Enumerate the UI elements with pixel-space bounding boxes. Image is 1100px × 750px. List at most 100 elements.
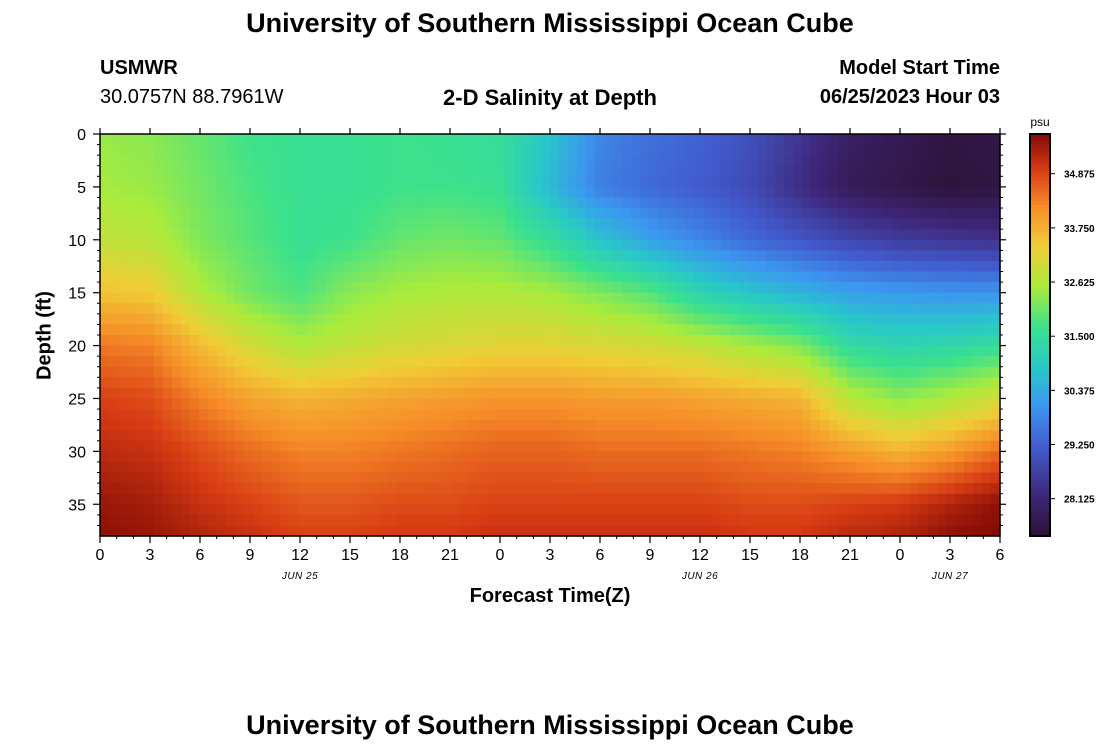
heatmap-cell — [766, 313, 776, 326]
heatmap-cell — [685, 260, 695, 273]
heatmap-cell — [730, 377, 740, 389]
heatmap-cell — [811, 483, 821, 495]
heatmap-cell — [145, 134, 155, 146]
heatmap-cell — [397, 208, 407, 220]
heatmap-cell — [586, 419, 596, 431]
heatmap-cell — [244, 335, 254, 347]
heatmap-cell — [946, 292, 956, 304]
heatmap-cell — [802, 409, 812, 421]
heatmap-cell — [154, 144, 164, 156]
heatmap-cell — [379, 176, 389, 188]
heatmap-cell — [712, 377, 722, 389]
heatmap-cell — [127, 239, 137, 251]
heatmap-cell — [370, 165, 380, 177]
heatmap-cell — [163, 398, 173, 410]
heatmap-cell — [793, 419, 803, 431]
heatmap-cell — [622, 144, 632, 156]
heatmap-cell — [361, 197, 371, 209]
heatmap-cell — [559, 356, 569, 368]
heatmap-cell — [919, 144, 929, 156]
heatmap-cell — [514, 313, 524, 326]
heatmap-cell — [145, 387, 155, 400]
colorbar-segment — [1030, 251, 1050, 256]
heatmap-cell — [586, 324, 596, 336]
heatmap-cell — [856, 430, 866, 442]
heatmap-cell — [847, 155, 857, 167]
heatmap-cell — [190, 218, 200, 230]
heatmap-cell — [604, 440, 614, 452]
heatmap-cell — [721, 155, 731, 167]
heatmap-cell — [262, 250, 272, 262]
colorbar-segment — [1030, 402, 1050, 406]
heatmap-cell — [604, 356, 614, 368]
heatmap-cell — [613, 472, 623, 484]
heatmap-cell — [865, 472, 875, 484]
heatmap-cell — [766, 451, 776, 463]
heatmap-cell — [199, 208, 209, 220]
heatmap-cell — [226, 208, 236, 220]
heatmap-cell — [496, 483, 506, 495]
heatmap-cell — [820, 208, 830, 220]
heatmap-cell — [505, 313, 515, 326]
heatmap-cell — [163, 250, 173, 262]
heatmap-cell — [370, 419, 380, 431]
heatmap-cell — [667, 144, 677, 156]
heatmap-cell — [982, 271, 992, 283]
heatmap-cell — [307, 514, 317, 527]
heatmap-cell — [154, 186, 164, 199]
heatmap-cell — [739, 218, 749, 230]
heatmap-cell — [118, 514, 128, 527]
heatmap-cell — [127, 335, 137, 347]
heatmap-cell — [424, 514, 434, 527]
heatmap-cell — [280, 409, 290, 421]
heatmap-cell — [784, 493, 794, 505]
heatmap-cell — [208, 218, 218, 230]
heatmap-cell — [793, 366, 803, 378]
heatmap-cell — [568, 504, 578, 516]
heatmap-cell — [352, 419, 362, 431]
heatmap-cell — [829, 303, 839, 315]
heatmap-cell — [973, 229, 983, 241]
heatmap-cell — [487, 335, 497, 347]
heatmap-cell — [541, 134, 551, 146]
heatmap-cell — [397, 483, 407, 495]
heatmap-cell — [496, 461, 506, 474]
heatmap-cell — [514, 250, 524, 262]
heatmap-cell — [298, 366, 308, 378]
heatmap-cell — [784, 377, 794, 389]
heatmap-cell — [955, 461, 965, 474]
heatmap-cell — [901, 525, 911, 537]
heatmap-cell — [766, 260, 776, 273]
heatmap-cell — [442, 472, 452, 484]
heatmap-cell — [910, 218, 920, 230]
heatmap-cell — [694, 292, 704, 304]
heatmap-cell — [658, 461, 668, 474]
heatmap-cell — [352, 313, 362, 326]
heatmap-cell — [109, 176, 119, 188]
heatmap-cell — [955, 197, 965, 209]
heatmap-cell — [226, 239, 236, 251]
heatmap-cell — [919, 387, 929, 400]
heatmap-cell — [370, 271, 380, 283]
heatmap-cell — [658, 472, 668, 484]
heatmap-cell — [613, 461, 623, 474]
heatmap-cell — [190, 504, 200, 516]
heatmap-cell — [721, 356, 731, 368]
heatmap-cell — [748, 134, 758, 146]
heatmap-cell — [136, 313, 146, 326]
heatmap-cell — [307, 525, 317, 537]
heatmap-cell — [703, 144, 713, 156]
heatmap-cell — [532, 472, 542, 484]
heatmap-cell — [811, 165, 821, 177]
heatmap-cell — [730, 335, 740, 347]
heatmap-cell — [820, 197, 830, 209]
heatmap-cell — [568, 461, 578, 474]
heatmap-cell — [910, 366, 920, 378]
heatmap-cell — [712, 514, 722, 527]
heatmap-cell — [766, 525, 776, 537]
heatmap-cell — [208, 387, 218, 400]
heatmap-cell — [748, 313, 758, 326]
heatmap-cell — [874, 134, 884, 146]
